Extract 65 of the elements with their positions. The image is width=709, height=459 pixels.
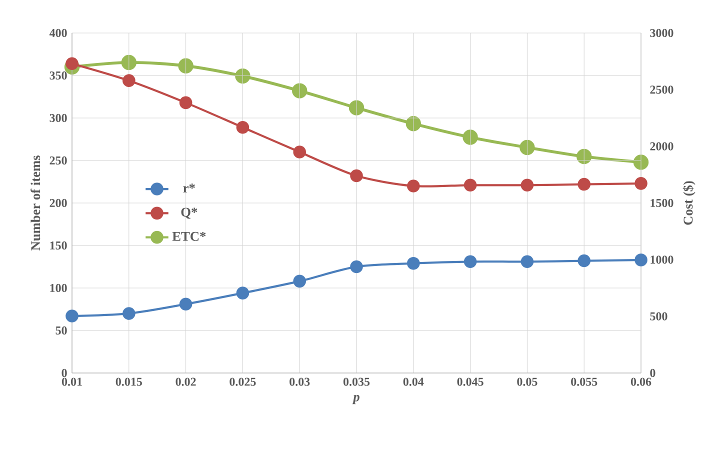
x-axis-title: p	[352, 394, 360, 404]
x-tick-label: 0.055	[571, 378, 598, 386]
y2-tick-label: 0	[650, 368, 656, 378]
point	[66, 310, 78, 322]
point	[179, 96, 192, 110]
point	[634, 177, 648, 190]
point	[520, 178, 534, 192]
y-axis-title: Number of items	[30, 156, 40, 251]
legend-label: Q*	[181, 208, 198, 219]
x-tick-label: 0.02	[176, 378, 196, 386]
y-tick-label: 350	[50, 71, 67, 80]
point	[66, 57, 78, 70]
y-tick-label: 0	[62, 368, 67, 378]
point	[578, 178, 591, 191]
x-tick-label: 0.025	[230, 378, 256, 386]
legend-label: ETC*	[172, 232, 206, 241]
point	[179, 298, 192, 311]
y-tick-label: 200	[50, 198, 67, 208]
y-tick-label: 100	[50, 284, 67, 292]
point	[407, 256, 420, 270]
x-tick-label: 0.05	[517, 378, 538, 386]
point	[407, 180, 420, 192]
x-tick-label: 0.035	[343, 378, 370, 386]
point	[350, 260, 363, 274]
y-tick-label: 400	[49, 28, 67, 38]
x-tick-label: 0.01	[62, 378, 82, 386]
y2-tick-label: 3000	[650, 28, 674, 38]
y2-axis-title: Cost ($)	[682, 181, 696, 225]
point	[292, 83, 308, 98]
point	[348, 100, 364, 116]
point	[576, 148, 592, 164]
point	[406, 116, 422, 132]
point	[122, 307, 136, 320]
point	[236, 286, 250, 300]
y2-tick-label: 1500	[650, 198, 674, 208]
y-tick-label: 50	[56, 326, 67, 335]
x-tick-label: 0.06	[630, 378, 652, 386]
y-tick-label: 250	[50, 156, 67, 165]
y-tick-label: 150	[50, 241, 67, 250]
point	[464, 178, 477, 192]
point	[293, 274, 306, 288]
y2-tick-label: 1000	[650, 256, 674, 264]
y-tick-label: 300	[50, 114, 67, 122]
point	[122, 74, 136, 87]
y2-tick-label: 500	[650, 312, 668, 320]
x-tick-label: 0.045	[457, 378, 484, 386]
point	[464, 255, 477, 268]
point	[235, 68, 250, 84]
point	[578, 254, 591, 268]
x-tick-label: 0.015	[116, 378, 142, 386]
point	[121, 54, 137, 70]
y2-tick-label: 2000	[650, 142, 674, 150]
legend-label: r*	[183, 184, 195, 192]
x-tick-label: 0.04	[403, 378, 424, 386]
point	[520, 140, 535, 156]
point	[633, 154, 649, 170]
y2-tick-label: 2500	[650, 86, 674, 94]
point	[462, 130, 478, 145]
point	[236, 120, 250, 134]
point	[178, 58, 194, 74]
point	[350, 169, 363, 182]
point	[520, 255, 534, 268]
x-tick-label: 0.03	[290, 378, 310, 386]
point	[293, 146, 306, 158]
point	[634, 254, 648, 266]
